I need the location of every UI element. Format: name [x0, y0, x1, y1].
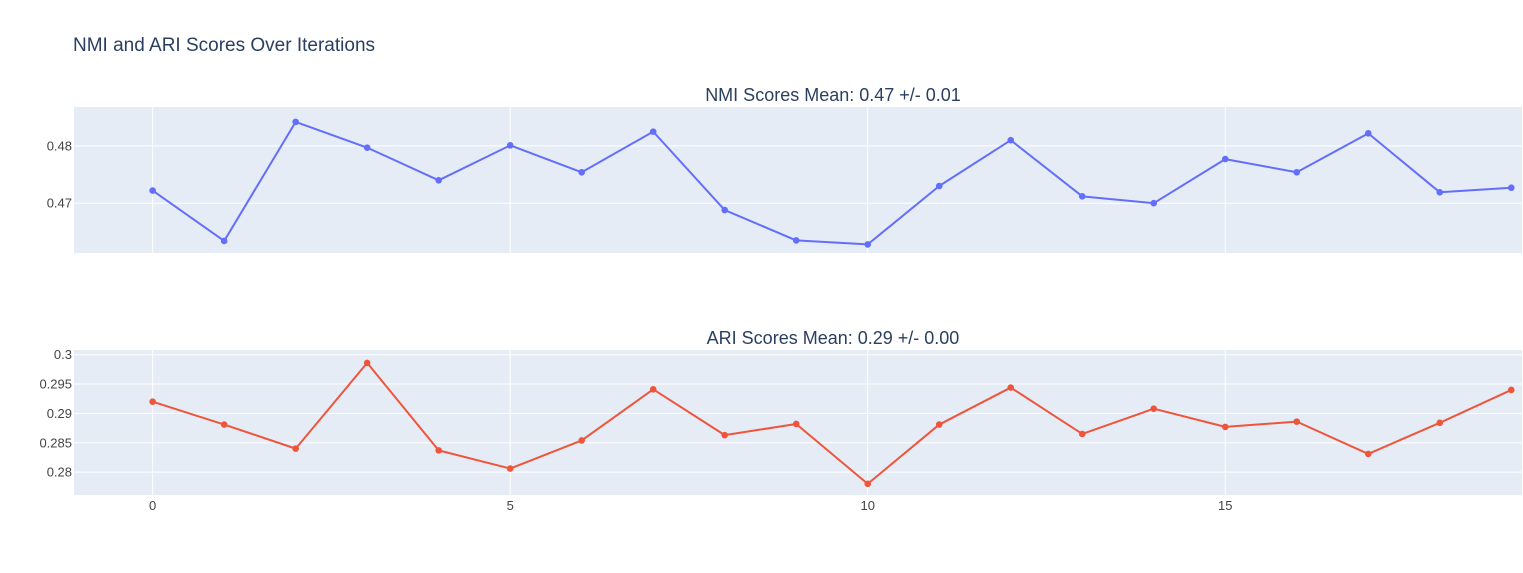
ari-data-point — [1436, 419, 1444, 427]
nmi-data-point — [1293, 168, 1301, 176]
nmi-subplot-title: NMI Scores Mean: 0.47 +/- 0.01 — [705, 85, 961, 105]
ari-data-point — [363, 359, 371, 367]
nmi-data-point — [1078, 193, 1086, 200]
nmi-data-point — [1364, 130, 1372, 137]
nmi-y-tick-label: 0.47 — [47, 196, 72, 211]
nmi-data-point — [292, 118, 299, 126]
ari-data-point — [792, 420, 800, 428]
ari-data-point — [435, 447, 442, 454]
nmi-series-line — [152, 120, 1512, 246]
ari-data-point — [1078, 430, 1086, 438]
figure-title: NMI and ARI Scores Over Iterations — [73, 35, 375, 56]
nmi-data-point — [792, 237, 800, 244]
nmi-data-point — [578, 168, 585, 176]
nmi-data-point — [935, 182, 943, 190]
ari-data-point — [864, 480, 872, 488]
ari-data-point — [649, 386, 657, 393]
ari-x-tick-label: 10 — [860, 498, 874, 513]
nmi-data-point — [721, 206, 729, 214]
ari-data-point — [149, 398, 156, 405]
ari-y-tick-label: 0.29 — [47, 406, 72, 421]
ari-y-tick-label: 0.295 — [39, 377, 72, 392]
ari-data-point — [935, 421, 943, 428]
ari-x-tick-label: 0 — [149, 498, 156, 513]
ari-data-point — [1221, 423, 1229, 431]
ari-data-point — [220, 421, 228, 428]
nmi-data-point — [1221, 155, 1229, 163]
ari-y-tick-label: 0.3 — [54, 347, 72, 362]
ari-data-point — [1007, 384, 1015, 391]
nmi-subplot: 0.47 0.48 NMI Scores Mean: 0.47 +/- 0.01 — [47, 85, 1522, 253]
nmi-data-point — [1507, 184, 1515, 192]
ari-data-point — [1364, 450, 1372, 458]
nmi-data-point — [506, 142, 514, 149]
ari-series-line — [152, 361, 1512, 485]
nmi-data-point — [649, 128, 657, 135]
ari-data-point — [1507, 386, 1515, 394]
ari-x-tick-label: 5 — [507, 498, 514, 513]
ari-data-point — [506, 465, 514, 472]
ari-data-point — [721, 431, 729, 439]
nmi-plot-layer: 0.47 0.48 — [47, 107, 1522, 253]
ari-y-tick-label: 0.285 — [39, 435, 72, 450]
nmi-data-point — [149, 187, 156, 194]
ari-plot-layer: 0.28 0.285 0.29 0.295 0.3 0 5 10 15 — [39, 347, 1522, 513]
ari-subplot-title: ARI Scores Mean: 0.29 +/- 0.00 — [707, 328, 960, 348]
nmi-data-point — [1150, 199, 1158, 207]
nmi-data-point — [1436, 189, 1444, 196]
nmi-data-point — [864, 241, 872, 248]
nmi-y-tick-label: 0.48 — [47, 138, 72, 153]
ari-data-point — [292, 445, 299, 452]
nmi-data-point — [1007, 136, 1015, 144]
ari-data-point — [1293, 418, 1301, 425]
ari-data-point — [1150, 405, 1158, 413]
ari-subplot: 0.28 0.285 0.29 0.295 0.3 0 5 10 15 ARI Scores Me… — [39, 328, 1522, 513]
ari-y-tick-label: 0.28 — [47, 465, 72, 480]
nmi-data-point — [363, 144, 371, 151]
nmi-data-point — [435, 176, 442, 184]
nmi-plot-background — [74, 107, 1522, 253]
ari-x-tick-label: 15 — [1218, 498, 1232, 513]
ari-data-point — [578, 437, 585, 444]
nmi-data-point — [220, 237, 228, 245]
